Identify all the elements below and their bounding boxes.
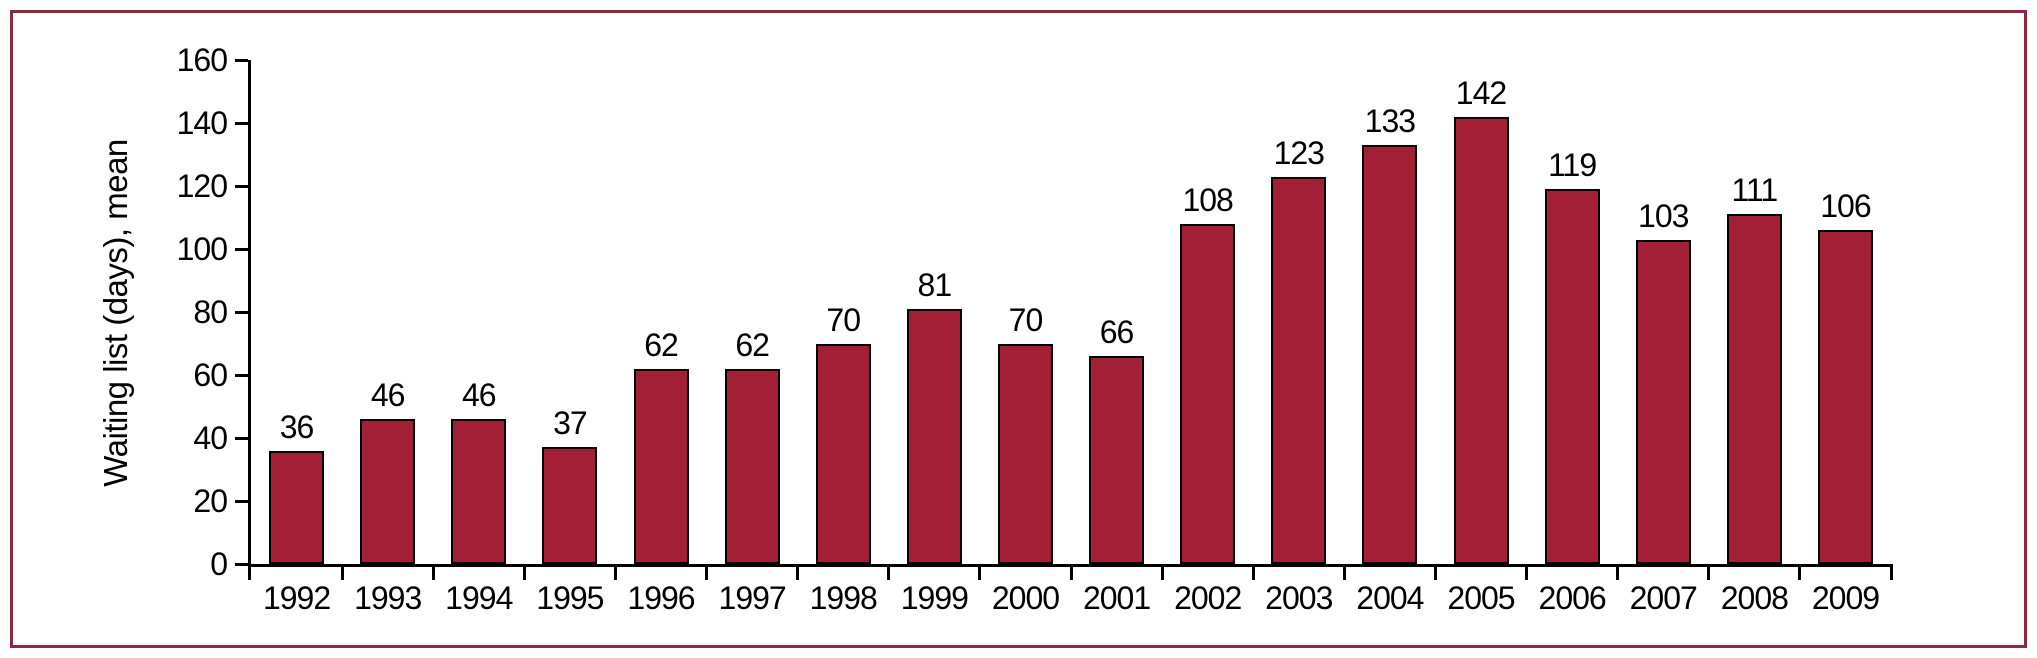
bar-2002	[1180, 223, 1236, 564]
y-tick-mark	[235, 562, 248, 566]
y-tick-label: 100	[176, 231, 228, 267]
bar-1998	[815, 343, 871, 564]
x-category-label: 2005	[1447, 580, 1515, 616]
x-category-label: 2001	[1082, 580, 1151, 616]
x-tick-mark	[1160, 564, 1164, 580]
bar-value-label: 103	[1638, 197, 1689, 234]
y-tick-mark	[235, 436, 248, 440]
x-tick-mark	[705, 564, 709, 580]
bar-2008	[1726, 214, 1782, 564]
bar-1994	[451, 419, 507, 564]
bar-value-label: 142	[1455, 74, 1507, 111]
bar-2001	[1089, 356, 1145, 564]
y-tick-mark	[235, 373, 248, 377]
y-tick-mark	[235, 58, 248, 62]
x-category-label: 2008	[1720, 580, 1789, 616]
y-tick-label: 80	[193, 294, 228, 330]
bar-value-label: 66	[1099, 314, 1135, 351]
bar-2007	[1635, 239, 1691, 564]
x-tick-mark	[978, 564, 982, 580]
bar-1993	[360, 419, 416, 564]
x-category-label: 1995	[536, 580, 604, 616]
x-tick-mark	[1707, 564, 1711, 580]
bar-1997	[724, 368, 780, 564]
bar-value-label: 133	[1364, 103, 1416, 140]
bar-2006	[1544, 189, 1600, 564]
x-tick-mark	[1525, 564, 1529, 580]
x-tick-mark	[613, 564, 617, 580]
bar-value-label: 37	[553, 405, 588, 442]
chart-frame: Waiting list (days), mean 0 20 40 60 80 100 12…	[10, 10, 2027, 648]
x-category-label: 2002	[1174, 580, 1242, 616]
x-category-label: 2007	[1629, 580, 1698, 616]
y-tick-label: 160	[176, 42, 228, 78]
x-category-label: 1999	[900, 580, 969, 616]
x-tick-mark	[1889, 564, 1893, 580]
y-tick-mark	[235, 184, 248, 188]
x-tick-mark	[1069, 564, 1073, 580]
x-tick-mark	[1433, 564, 1437, 580]
x-tick-mark	[1342, 564, 1346, 580]
bar-1996	[633, 368, 689, 564]
bar-value-label: 81	[917, 266, 953, 303]
bar-1995	[542, 447, 598, 564]
y-axis-title: Waiting list (days), mean	[97, 139, 134, 487]
y-tick-label: 120	[176, 168, 228, 204]
x-category-label: 1997	[718, 580, 787, 616]
y-tick-mark	[235, 121, 248, 125]
y-tick-mark	[235, 310, 248, 314]
x-category-label: 2000	[991, 580, 1060, 616]
bar-2005	[1453, 116, 1509, 564]
x-category-label: 1998	[809, 580, 878, 616]
x-tick-mark	[1251, 564, 1255, 580]
bar-value-label: 123	[1273, 134, 1325, 171]
x-category-label: 2003	[1265, 580, 1333, 616]
bar-value-label: 111	[1731, 172, 1779, 209]
bar-1992	[269, 450, 325, 564]
x-tick-mark	[340, 564, 344, 580]
x-tick-mark	[1798, 564, 1802, 580]
x-category-label: 1992	[262, 580, 331, 616]
x-category-label: 2009	[1811, 580, 1880, 616]
y-tick-label: 140	[176, 105, 228, 141]
y-tick-label: 40	[193, 420, 228, 456]
y-tick-label: 60	[193, 357, 228, 393]
x-category-label: 1993	[354, 580, 422, 616]
x-tick-mark	[796, 564, 800, 580]
bar-value-label: 46	[370, 377, 406, 414]
y-tick-label: 20	[193, 483, 228, 519]
y-tick-mark	[235, 499, 248, 503]
x-tick-mark	[522, 564, 526, 580]
bar-value-label: 70	[1008, 301, 1044, 338]
bar-value-label: 36	[279, 408, 315, 445]
y-tick-mark	[235, 247, 248, 251]
bar-1999	[906, 308, 962, 564]
bar-value-label: 106	[1820, 188, 1871, 225]
y-tick-label: 0	[210, 546, 228, 582]
x-tick-mark	[431, 564, 435, 580]
x-category-label: 1996	[627, 580, 695, 616]
x-tick-mark	[887, 564, 891, 580]
x-category-label: 2006	[1538, 580, 1607, 616]
bar-value-label: 70	[826, 301, 861, 338]
bar-2003	[1271, 176, 1327, 564]
x-axis-origin-tick	[248, 564, 251, 580]
x-category-label: 1994	[445, 580, 513, 616]
x-category-label: 2004	[1356, 580, 1424, 616]
plot-area: 0 20 40 60 80 100 120 140 160 36 1992 46 1993 46 1994 3…	[177, 44, 1893, 614]
bar-2004	[1362, 145, 1418, 564]
bar-value-label: 62	[644, 326, 679, 363]
bar-value-label: 108	[1182, 181, 1233, 218]
bar-2000	[997, 343, 1053, 564]
bar-value-label: 46	[461, 377, 497, 414]
bar-value-label: 62	[735, 326, 770, 363]
bar-2009	[1817, 230, 1873, 564]
x-tick-mark	[1616, 564, 1620, 580]
bar-value-label: 119	[1548, 147, 1597, 184]
